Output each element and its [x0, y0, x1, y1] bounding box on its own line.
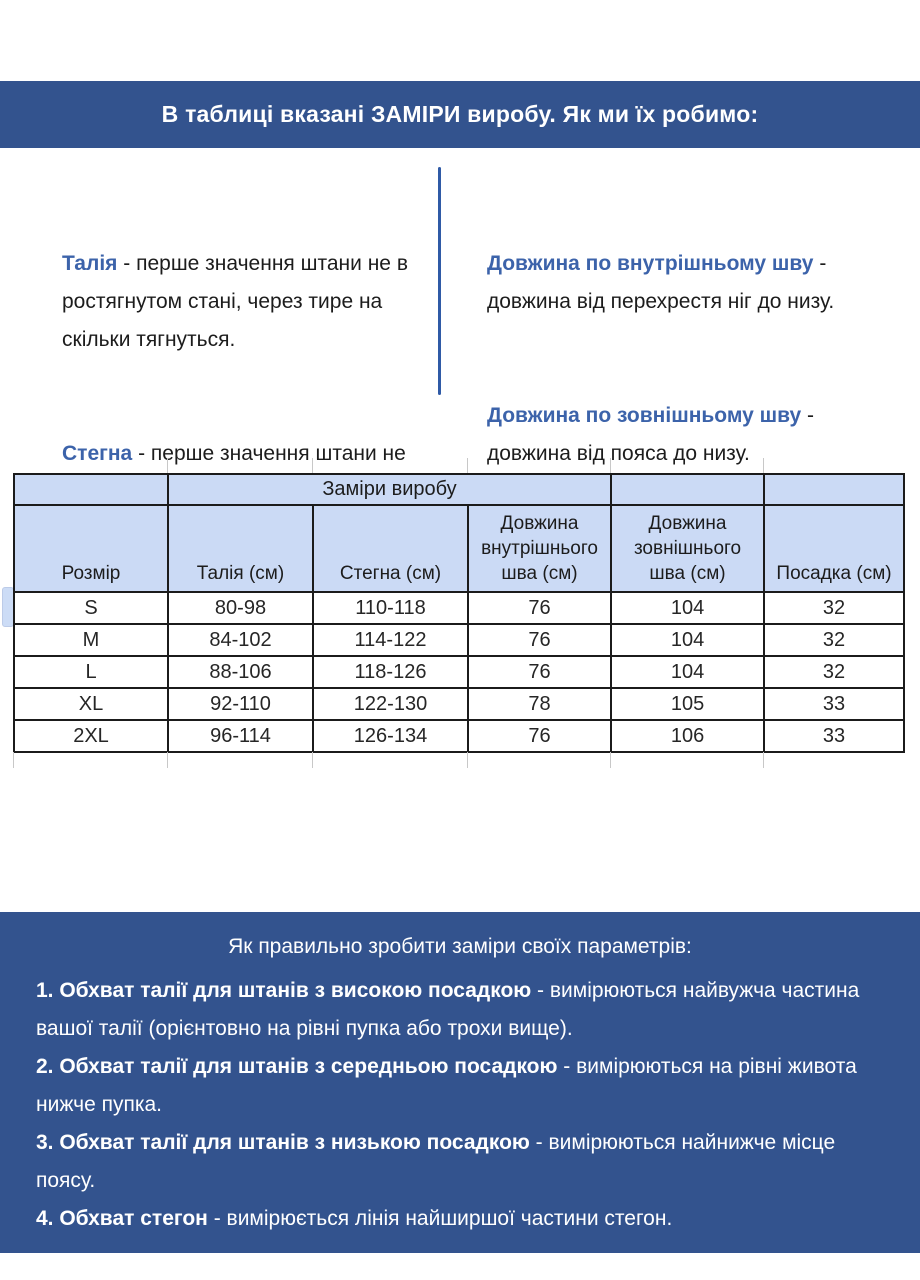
- instruction-item-2: 2. Обхват талії для штанів з середньою п…: [36, 1048, 884, 1124]
- rise-cell: 33: [763, 687, 906, 721]
- column-header-hips: Стегна (см): [312, 504, 469, 593]
- definition-term: Стегна: [62, 442, 133, 465]
- rise-cell: 32: [763, 623, 906, 657]
- size-cell: M: [13, 623, 169, 657]
- rise-cell: 32: [763, 655, 906, 689]
- gridline-stub: [610, 458, 611, 473]
- definition-term: Довжина по зовнішньому шву: [487, 404, 802, 427]
- column-header-inseam: Довжина внутрішнього шва (см): [466, 504, 613, 593]
- definition-term: Талія: [62, 252, 118, 275]
- gridline-stub: [467, 752, 468, 768]
- table-group-header-row: Заміри виробу: [13, 473, 906, 506]
- table-row-2xl: 2XL 96-114 126-134 76 106 33: [13, 719, 906, 753]
- instruction-item-4: 4. Обхват стегон - вимірюється лінія най…: [36, 1200, 884, 1238]
- definition-term: Довжина по внутрішньому шву: [487, 252, 814, 275]
- waist-cell: 84-102: [167, 623, 314, 657]
- outseam-cell: 104: [610, 655, 766, 689]
- definition-outseam: Довжина по зовнішньому шву - довжина від…: [487, 397, 891, 473]
- definition-waist: Талія - перше значення штани не в ростяг…: [62, 245, 440, 359]
- definition-text: - довжина від пояса до низу.: [487, 404, 815, 465]
- table-row-l: L 88-106 118-126 76 104 32: [13, 655, 906, 689]
- definition-text: - перше значення штани не в ростягнутом …: [62, 252, 408, 351]
- column-header-size: Розмір: [13, 504, 169, 593]
- instruction-lead: 3. Обхват талії для штанів з низькою пос…: [36, 1131, 530, 1154]
- column-divider: [438, 167, 441, 395]
- hips-cell: 114-122: [312, 623, 469, 657]
- gridline-stub: [467, 458, 468, 473]
- inseam-cell: 78: [466, 687, 613, 721]
- instructions-title: Як правильно зробити заміри своїх параме…: [228, 935, 692, 958]
- size-cell: L: [13, 655, 169, 689]
- size-table-container: Заміри виробу Розмір Талія (см) Стегна (…: [13, 473, 906, 753]
- instruction-item-3: 3. Обхват талії для штанів з низькою пос…: [36, 1124, 884, 1200]
- waist-cell: 88-106: [167, 655, 314, 689]
- outseam-cell: 104: [610, 623, 766, 657]
- inseam-cell: 76: [466, 591, 613, 625]
- table-row-m: M 84-102 114-122 76 104 32: [13, 623, 906, 657]
- rise-cell: 32: [763, 591, 906, 625]
- table-header-row: Розмір Талія (см) Стегна (см) Довжина вн…: [13, 504, 906, 593]
- inseam-cell: 76: [466, 719, 613, 753]
- empty-cell: [13, 473, 169, 506]
- hips-cell: 118-126: [312, 655, 469, 689]
- gridline-stub: [763, 458, 764, 473]
- outseam-cell: 106: [610, 719, 766, 753]
- gridline-stub: [312, 752, 313, 768]
- empty-cell: [610, 473, 766, 506]
- group-header-cell: Заміри виробу: [166, 473, 613, 506]
- banner-title: В таблиці вказані ЗАМІРИ виробу. Як ми ї…: [161, 101, 759, 127]
- outseam-cell: 104: [610, 591, 766, 625]
- hips-cell: 110-118: [312, 591, 469, 625]
- instruction-lead: 2. Обхват талії для штанів з середньою п…: [36, 1055, 558, 1078]
- gridline-stub: [610, 752, 611, 768]
- table-row-s: S 80-98 110-118 76 104 32: [13, 591, 906, 625]
- gridline-stub: [13, 752, 14, 768]
- column-header-waist: Талія (см): [167, 504, 314, 593]
- instruction-lead: 4. Обхват стегон: [36, 1207, 208, 1230]
- table-row-xl: XL 92-110 122-130 78 105 33: [13, 687, 906, 721]
- instruction-item-1: 1. Обхват талії для штанів з високою пос…: [36, 972, 884, 1048]
- instruction-text: - вимірюються на рівні живота нижче пупк…: [36, 1055, 857, 1116]
- size-table: Заміри виробу Розмір Талія (см) Стегна (…: [13, 473, 906, 753]
- waist-cell: 92-110: [167, 687, 314, 721]
- waist-cell: 96-114: [167, 719, 314, 753]
- inseam-cell: 76: [466, 623, 613, 657]
- empty-cell: [763, 473, 906, 506]
- instruction-text: - вимірюються найнижче місце поясу.: [36, 1131, 836, 1192]
- column-header-outseam: Довжина зовнішнього шва (см): [610, 504, 766, 593]
- size-cell: S: [13, 591, 169, 625]
- instruction-lead: 1. Обхват талії для штанів з високою пос…: [36, 979, 532, 1002]
- rise-cell: 33: [763, 719, 906, 753]
- instructions-panel: Як правильно зробити заміри своїх параме…: [0, 912, 920, 1253]
- gridline-stub: [167, 458, 168, 473]
- hips-cell: 122-130: [312, 687, 469, 721]
- waist-cell: 80-98: [167, 591, 314, 625]
- inseam-cell: 76: [466, 655, 613, 689]
- instruction-text: - вимірюються найвужча частина вашої тал…: [36, 979, 860, 1040]
- gridline-stub: [312, 458, 313, 473]
- top-banner: В таблиці вказані ЗАМІРИ виробу. Як ми ї…: [0, 81, 920, 148]
- size-cell: 2XL: [13, 719, 169, 753]
- definition-inseam: Довжина по внутрішньому шву - довжина ві…: [487, 245, 891, 321]
- gridline-stub: [763, 752, 764, 768]
- outseam-cell: 105: [610, 687, 766, 721]
- definition-text: - довжина від перехрестя ніг до низу.: [487, 252, 835, 313]
- instruction-text: - вимірюється лінія найширшої частини ст…: [207, 1207, 673, 1230]
- gridline-stub: [167, 752, 168, 768]
- size-cell: XL: [13, 687, 169, 721]
- hips-cell: 126-134: [312, 719, 469, 753]
- column-header-rise: Посадка (см): [763, 504, 906, 593]
